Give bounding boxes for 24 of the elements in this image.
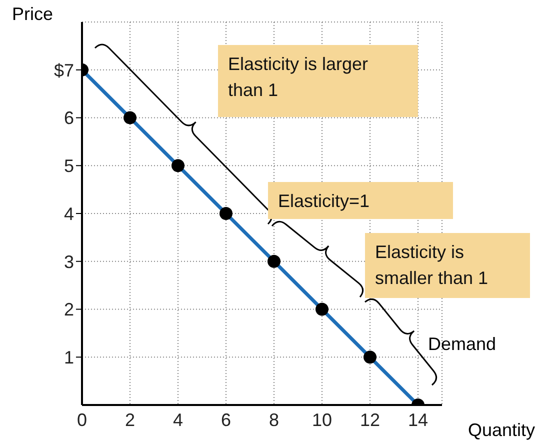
y-tick-label: 1	[64, 348, 74, 368]
y-tick-label: 6	[64, 108, 74, 128]
x-tick-label: 8	[268, 410, 280, 430]
x-tick-label: 2	[124, 410, 136, 430]
x-tick-label: 12	[360, 410, 380, 430]
note-box: Elasticity is smaller than 1	[365, 233, 530, 298]
x-axis-title: Quantity	[468, 420, 536, 441]
annotation: Elasticity is smaller than 1	[375, 242, 488, 288]
annotation: Elasticity=1	[278, 191, 370, 211]
y-tick-label: 4	[64, 204, 74, 224]
x-tick-label: 10	[312, 410, 332, 430]
note-box: Elasticity is larger than 1	[218, 45, 418, 117]
y-tick-label: $7	[54, 60, 74, 80]
y-axis-title: Price	[12, 4, 54, 25]
x-tick-label: 0	[76, 410, 88, 430]
text: Demand	[428, 334, 496, 355]
y-tick-label: 3	[64, 252, 74, 272]
y-tick-label: 2	[64, 300, 74, 320]
x-tick-label: 14	[408, 410, 428, 430]
annotation: Elasticity is larger than 1	[228, 54, 368, 100]
x-tick-label: 6	[220, 410, 232, 430]
y-tick-label: 5	[64, 156, 74, 176]
note-box: Elasticity=1	[268, 182, 453, 219]
x-tick-label: 4	[172, 410, 184, 430]
